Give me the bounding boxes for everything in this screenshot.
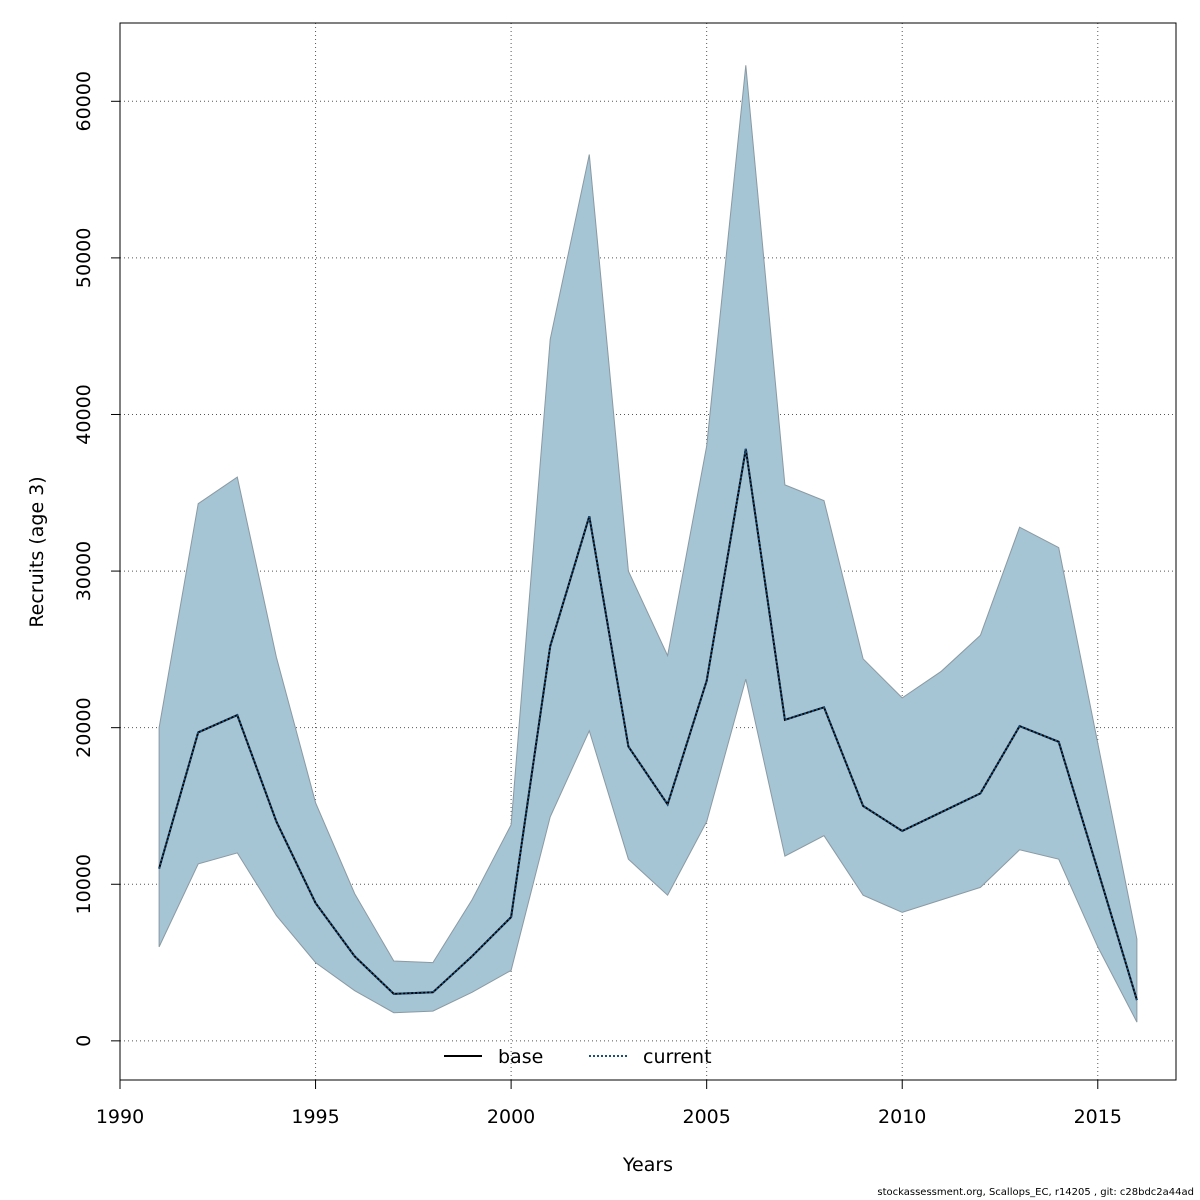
band-area [158, 65, 1138, 1023]
y-tick-label: 40000 [73, 384, 95, 444]
x-tick-label: 2015 [1074, 1106, 1122, 1128]
y-tick-label: 0 [73, 1035, 95, 1047]
axes: 1990 1995 2000 2005 2010 2015 0 10000 20000 30000… [73, 71, 1122, 1128]
x-axis-title: Years [622, 1154, 673, 1176]
y-tick-label: 50000 [73, 228, 95, 288]
y-tick-label: 30000 [73, 541, 95, 601]
confidence-band [158, 65, 1138, 1023]
y-tick-label: 10000 [73, 854, 95, 914]
legend-label-current: current [643, 1046, 712, 1068]
series-lines [158, 448, 1138, 1001]
x-tick-label: 2010 [878, 1106, 926, 1128]
y-tick-label: 20000 [73, 697, 95, 757]
legend: base current [444, 1046, 712, 1068]
x-tick-label: 2000 [487, 1106, 535, 1128]
series-line-current [158, 448, 1138, 1001]
footer-credit: stockassessment.org, Scallops_EC, r14205… [877, 1187, 1194, 1198]
x-tick-label: 1990 [96, 1106, 144, 1128]
grid-lines [119, 23, 1176, 1080]
x-tick-label: 1995 [291, 1106, 339, 1128]
x-tick-label: 2005 [682, 1106, 730, 1128]
y-axis-title: Recruits (age 3) [26, 476, 48, 627]
legend-label-base: base [498, 1046, 543, 1068]
y-tick-label: 60000 [73, 71, 95, 131]
